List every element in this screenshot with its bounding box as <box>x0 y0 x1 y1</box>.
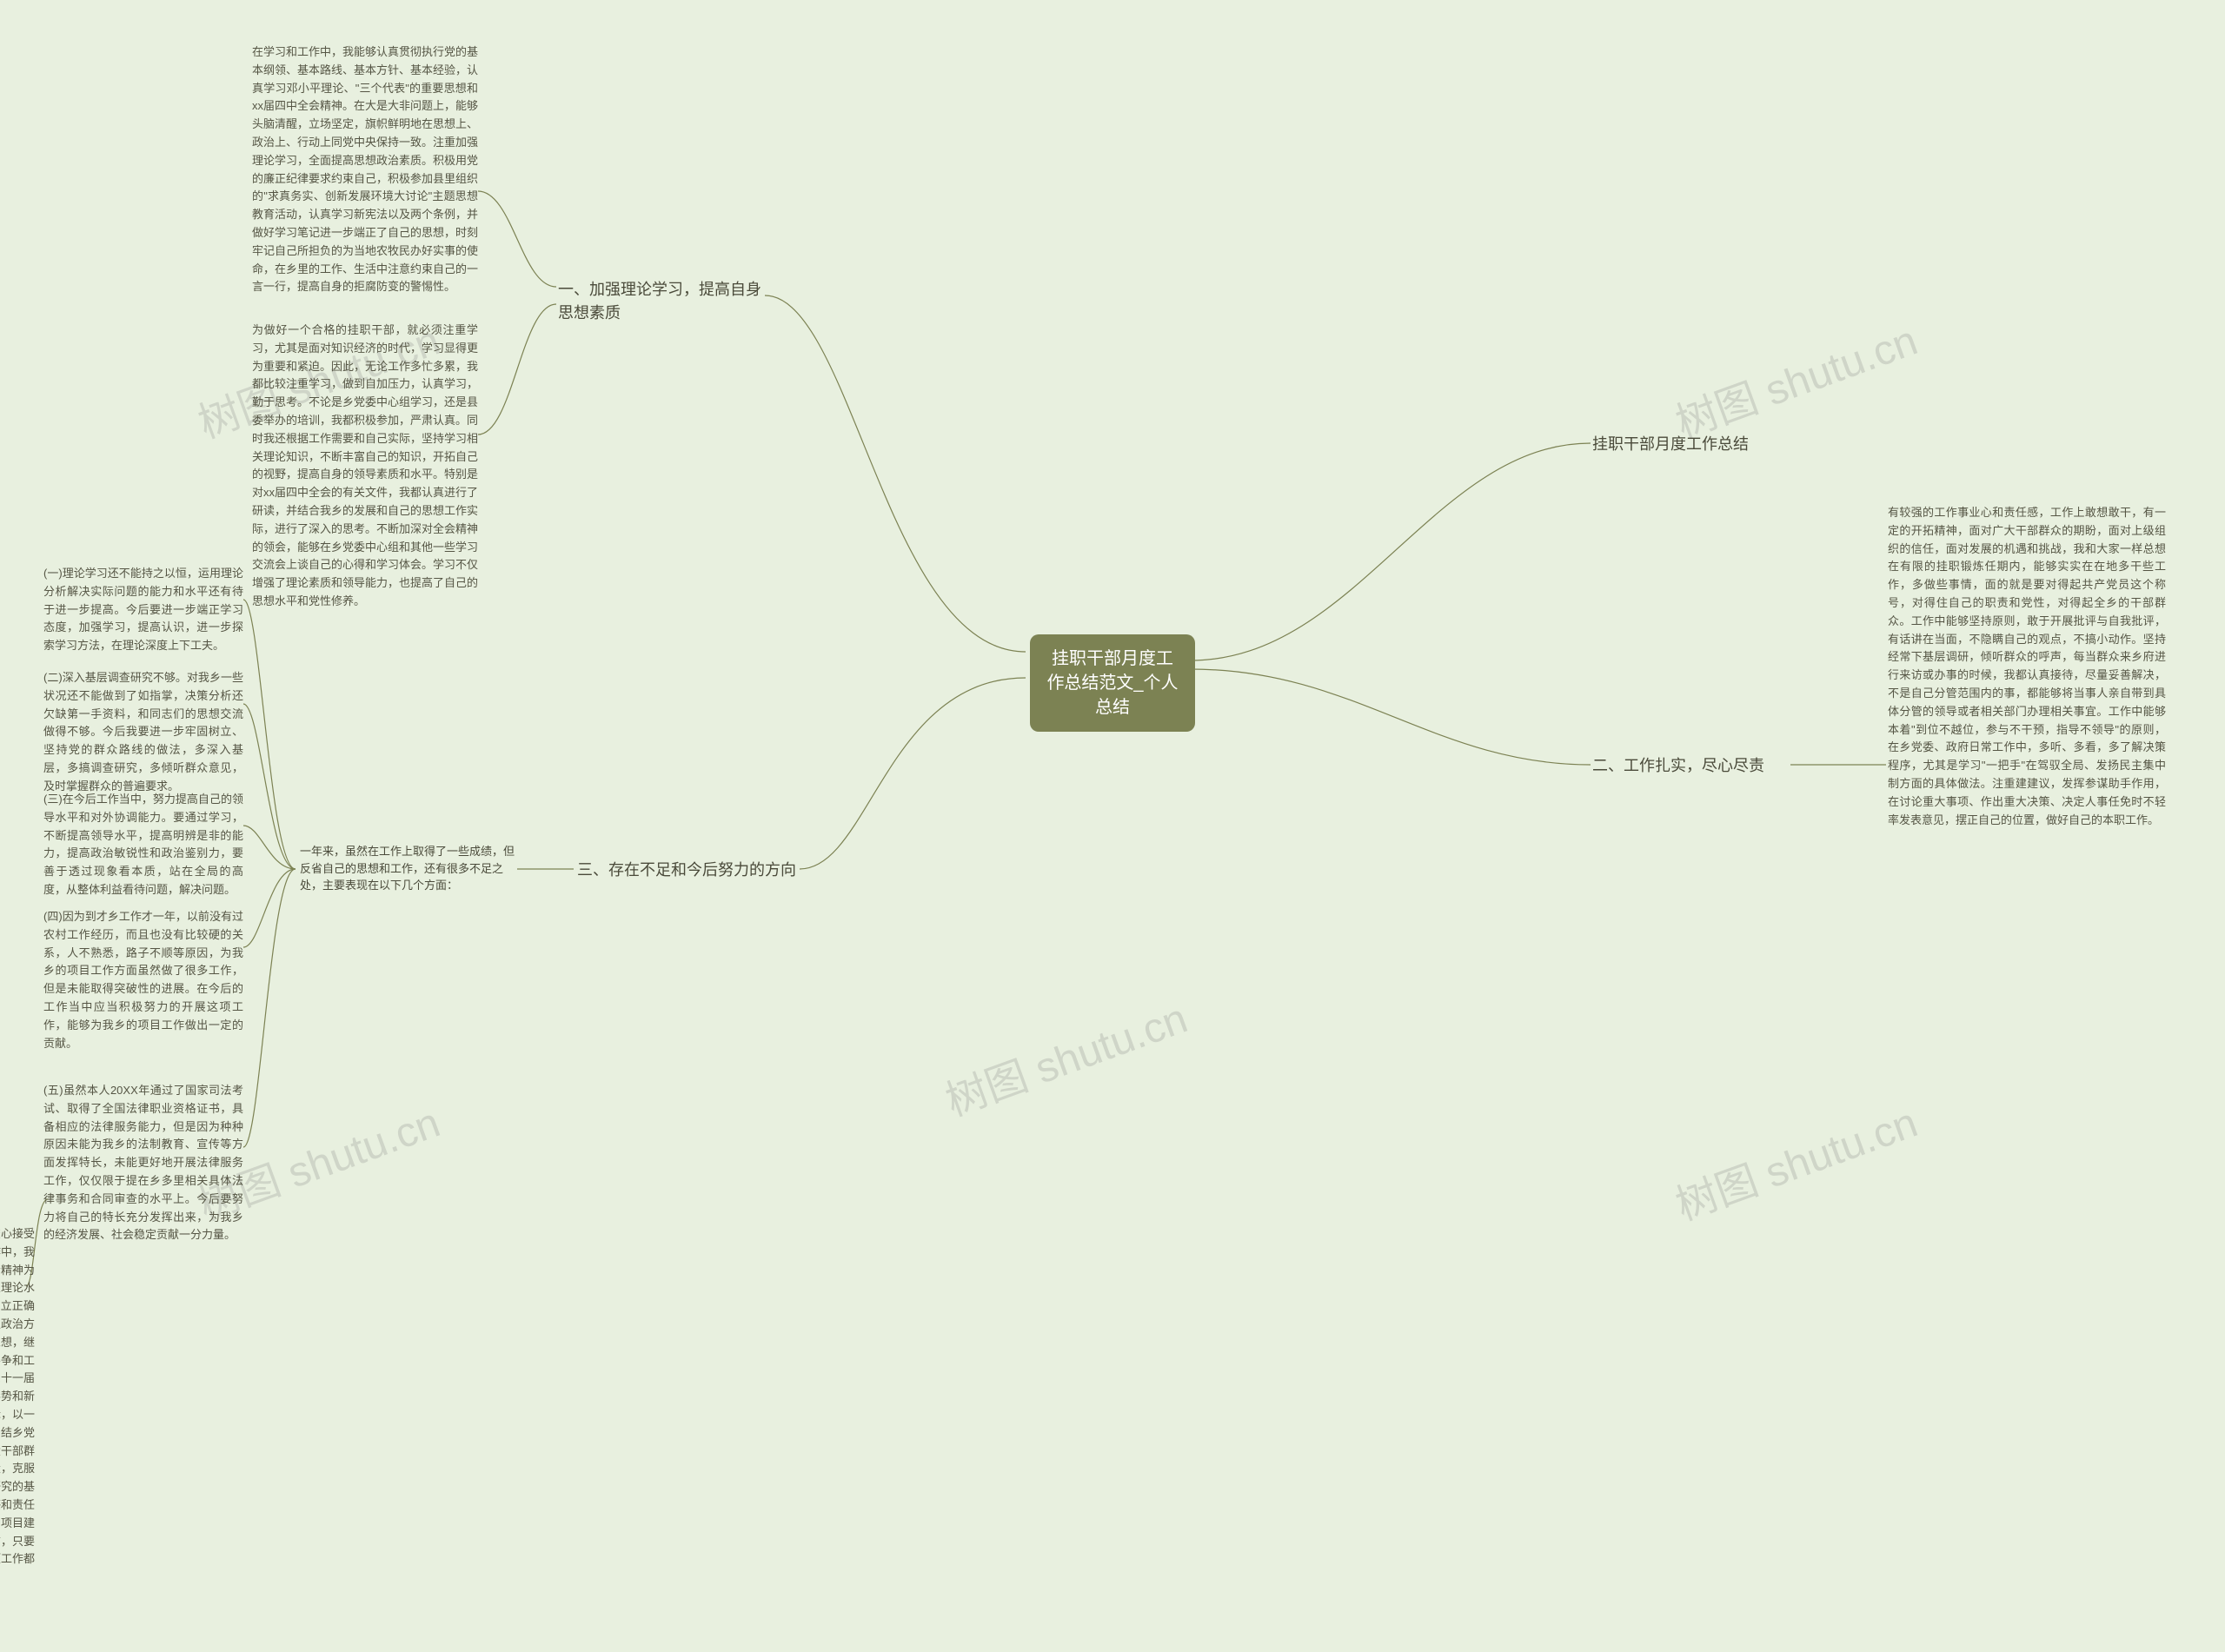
watermark: 树图 shutu.cn <box>1666 1088 1924 1231</box>
watermark: 树图 shutu.cn <box>1666 306 1924 449</box>
branch-right-1: 挂职干部月度工作总结 <box>1592 433 1749 456</box>
body-left-3-5: (五)虽然本人20XX年通过了国家司法考试、取得了全国法律职业资格证书，具备相应… <box>43 1082 243 1244</box>
body-left-3-1: (一)理论学习还不能持之以恒，运用理论分析解决实际问题的能力和水平还有待于进一步… <box>43 565 243 655</box>
sub-left-3-intro: 一年来，虽然在工作上取得了一些成绩，但反省自己的思想和工作，还有很多不足之处，主… <box>300 843 517 894</box>
branch-right-2: 二、工作扎实，尽心尽责 <box>1592 754 1764 778</box>
center-node: 挂职干部月度工作总结范文_个人总结 <box>1030 634 1195 732</box>
body-left-3-4: (四)因为到才乡工作才一年，以前没有过农村工作经历，而且也没有比较硬的关系，人不… <box>43 908 243 1052</box>
branch-left-3: 三、存在不足和今后努力的方向 <box>577 859 803 882</box>
body-right-2: 有较强的工作事业心和责任感，工作上敢想敢干，有一定的开拓精神，面对广大干部群众的… <box>1888 504 2166 829</box>
body-left-1b: 为做好一个合格的挂职干部，就必须注重学习，尤其是面对知识经济的时代，学习显得更为… <box>252 322 478 611</box>
body-left-3-outro: 针对自己的不足，一定要认真反思，虚心接受组织与群众的批评。在今后的实际工作中，我… <box>0 1225 35 1587</box>
branch-left-1: 一、加强理论学习，提高自身思想素质 <box>558 278 767 325</box>
body-left-3-3: (三)在今后工作当中，努力提高自己的领导水平和对外协调能力。要通过学习，不断提高… <box>43 791 243 899</box>
watermark: 树图 shutu.cn <box>936 984 1194 1127</box>
body-left-3-2: (二)深入基层调查研究不够。对我乡一些状况还不能做到了如指掌，决策分析还欠缺第一… <box>43 669 243 796</box>
body-left-1a: 在学习和工作中，我能够认真贯彻执行党的基本纲领、基本路线、基本方针、基本经验，认… <box>252 43 478 296</box>
